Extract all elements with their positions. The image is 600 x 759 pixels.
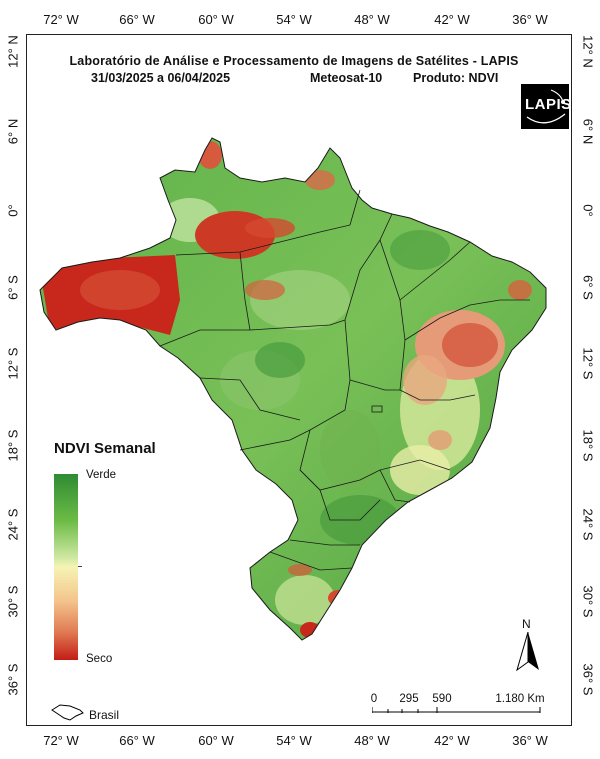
state-borders: [159, 189, 530, 571]
lon-tick-bottom: 42° W: [434, 733, 470, 748]
brasil-inset-icon: [51, 704, 84, 721]
legend-low-label: Seco: [86, 653, 113, 665]
lapis-logo-text: LAPIS: [525, 96, 572, 113]
satellite-name: Meteosat-10: [310, 71, 383, 85]
ndvi-raster: [40, 138, 546, 640]
scale-label-1180: 1.180 Km: [495, 693, 545, 705]
scale-label-295: 295: [399, 693, 419, 705]
lon-tick-bottom: 60° W: [198, 733, 234, 748]
lon-tick-bottom: 54° W: [276, 733, 312, 748]
ndvi-color-ramp: [54, 474, 78, 660]
lon-tick-top: 60° W: [198, 12, 234, 27]
legend-mid-tick: [78, 566, 82, 567]
lon-tick-top: 66° W: [119, 12, 155, 27]
scale-bar: [372, 707, 541, 713]
lon-tick-top: 54° W: [276, 12, 312, 27]
north-arrow-icon: [516, 632, 539, 672]
date-range: 31/03/2025 a 06/04/2025: [91, 71, 231, 85]
legend-title: NDVI Semanal: [54, 440, 156, 457]
lon-tick-bottom: 48° W: [354, 733, 390, 748]
product-name: Produto: NDVI: [413, 71, 499, 85]
lon-tick-top: 72° W: [43, 12, 79, 27]
north-label: N: [522, 617, 531, 631]
brasil-inset-label: Brasil: [89, 708, 120, 722]
lon-tick-top: 42° W: [434, 12, 470, 27]
scale-label-0: 0: [370, 693, 378, 705]
lapis-logo: LAPIS: [521, 84, 572, 129]
lapis-logo-graphic: [526, 89, 566, 124]
map-title: Laboratório de Análise e Processamento d…: [69, 54, 519, 68]
lon-tick-bottom: 66° W: [119, 733, 155, 748]
scale-label-590: 590: [432, 693, 452, 705]
lon-tick-top: 48° W: [354, 12, 390, 27]
lon-tick-top: 36° W: [512, 12, 548, 27]
lon-tick-bottom: 72° W: [43, 733, 79, 748]
legend-high-label: Verde: [86, 469, 117, 481]
federal-district: [371, 405, 383, 413]
map-frame: [26, 34, 572, 726]
lon-tick-bottom: 36° W: [512, 733, 548, 748]
